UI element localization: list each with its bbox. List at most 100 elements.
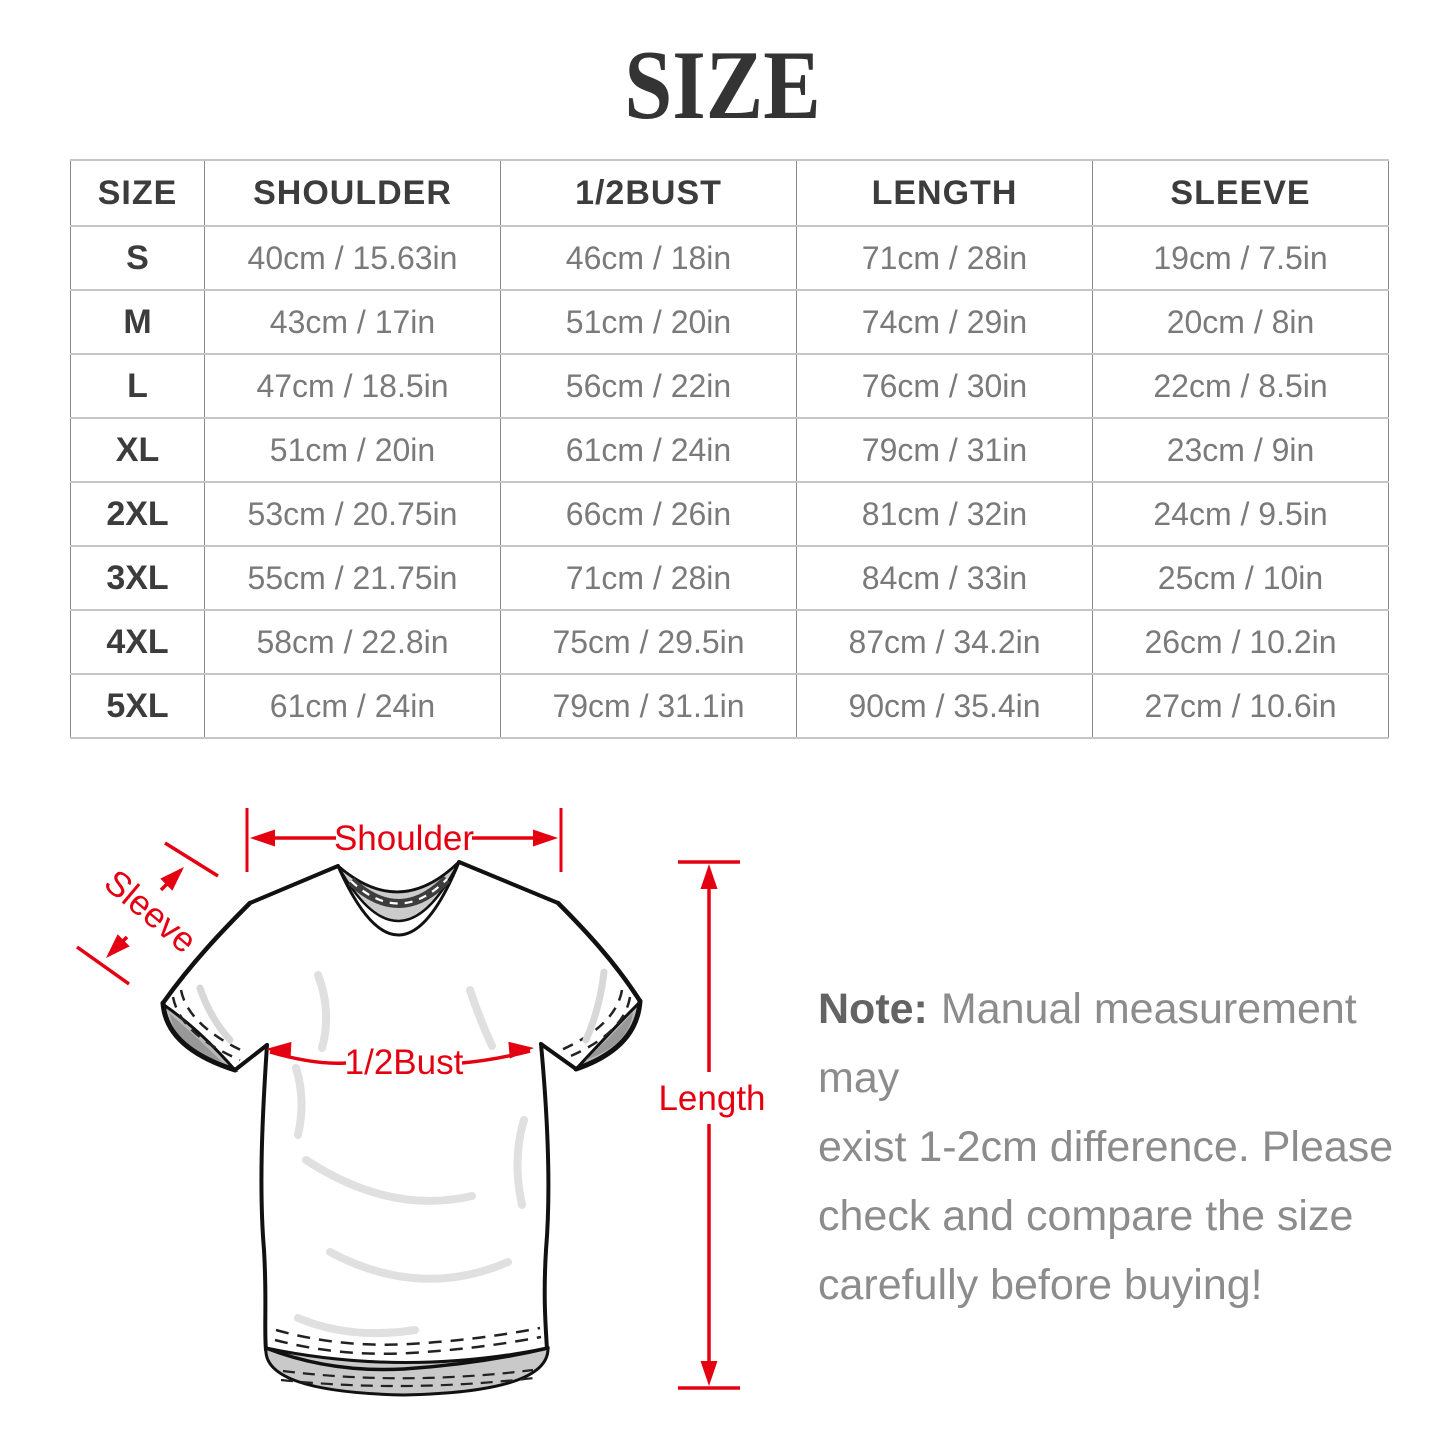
sleeve-value: 24cm / 9.5in [1092,481,1389,547]
right-shoulder-seam [457,860,560,905]
bust-value: 51cm / 20in [500,289,797,355]
size-label: 5XL [70,673,205,739]
shoulder-value: 53cm / 20.75in [204,481,501,547]
bust-value: 75cm / 29.5in [500,609,797,675]
sleeve-value: 20cm / 8in [1092,289,1389,355]
table-row: 2XL 53cm / 20.75in 66cm / 26in 81cm / 32… [70,481,1389,547]
hem-stitch [275,1326,541,1346]
col-header-shoulder: SHOULDER [204,159,501,227]
table-row: 5XL 61cm / 24in 79cm / 31.1in 90cm / 35.… [70,673,1389,739]
hem-roll-stitch [280,1376,535,1388]
length-value: 79cm / 31in [796,417,1093,483]
table-row: XL 51cm / 20in 61cm / 24in 79cm / 31in 2… [70,417,1389,483]
right-sleeve-outer [555,900,643,1004]
hem-roll-stitch [282,1368,534,1380]
hem-fold-line [264,1346,550,1372]
bust-value: 71cm / 28in [500,545,797,611]
shoulder-right-arrowhead [533,829,558,847]
body-right-edge [539,1042,551,1352]
size-table: SIZE SHOULDER 1/2BUST LENGTH SLEEVE S 40… [70,159,1389,739]
shoulder-value: 51cm / 20in [204,417,501,483]
wrinkle [466,986,496,1050]
tshirt-illustration [160,860,643,1397]
length-up-arrowhead [700,864,718,889]
shoulder-label: Shoulder [334,819,474,858]
bust-value: 66cm / 26in [500,481,797,547]
length-value: 71cm / 28in [796,225,1093,291]
sleeve-value: 19cm / 7.5in [1092,225,1389,291]
size-label: L [70,353,205,419]
table-row: M 43cm / 17in 51cm / 20in 74cm / 29in 20… [70,289,1389,355]
page-title: SIZE [624,31,821,140]
length-value: 90cm / 35.4in [796,673,1093,739]
hem-stitch [274,1335,542,1355]
shoulder-value: 43cm / 17in [204,289,501,355]
sleeve-bottom-tick [75,945,131,986]
length-annotation: Length [658,860,766,1390]
collar-back-inner [336,861,461,923]
shoulder-value: 55cm / 21.75in [204,545,501,611]
length-label: Length [658,1079,765,1118]
sleeve-value: 23cm / 9in [1092,417,1389,483]
bust-arrow-line [269,1050,347,1066]
shoulder-annotation: Shoulder [245,808,563,872]
left-shoulder-seam [248,864,340,905]
sleeve-value: 26cm / 10.2in [1092,609,1389,675]
note-line: check and compare the size [818,1192,1354,1240]
left-cuff-stitch [179,989,248,1055]
left-cuff-stitch [171,996,241,1062]
sleeve-value: 27cm / 10.6in [1092,673,1389,739]
col-header-bust: 1/2BUST [500,159,797,227]
bust-label: 1/2Bust [345,1043,464,1082]
shoulder-value: 40cm / 15.63in [204,225,501,291]
shoulder-value: 61cm / 24in [204,673,501,739]
col-header-size: SIZE [70,159,205,227]
left-cuff-edge [160,1000,238,1073]
length-value: 87cm / 34.2in [796,609,1093,675]
size-label: 4XL [70,609,205,675]
note-line: Note: Manual measurement may [818,975,1438,1113]
size-label: 3XL [70,545,205,611]
size-label: M [70,289,205,355]
table-row: L 47cm / 18.5in 56cm / 22in 76cm / 30in … [70,353,1389,419]
right-sleeve-inner [539,1042,578,1071]
shoulder-left-arrowhead [250,829,275,847]
right-cuff-stitch [565,996,632,1060]
sleeve-value: 22cm / 8.5in [1092,353,1389,419]
collar-tape-stitch [350,878,448,905]
size-label: 2XL [70,481,205,547]
wrinkle [582,968,608,1044]
left-sleeve-inner [233,1043,269,1072]
length-value: 81cm / 32in [796,481,1093,547]
wrinkle [326,1248,512,1283]
size-label: S [70,225,205,291]
table-row: 4XL 58cm / 22.8in 75cm / 29.5in 87cm / 3… [70,609,1389,675]
note-line: carefully before buying! [818,1261,1263,1309]
note-text: Manual measurement may [818,985,1357,1102]
length-value: 84cm / 33in [796,545,1093,611]
left-cuff-shadow [170,1014,222,1062]
note-prefix: Note: [818,985,928,1033]
bust-annotation: 1/2Bust [265,1039,535,1082]
right-cuff-stitch [558,989,624,1053]
size-label: XL [70,417,205,483]
bust-value: 79cm / 31.1in [500,673,797,739]
bust-value: 56cm / 22in [500,353,797,419]
table-row: 3XL 55cm / 21.75in 71cm / 28in 84cm / 33… [70,545,1389,611]
shoulder-value: 47cm / 18.5in [204,353,501,419]
length-down-arrowhead [700,1361,718,1386]
wrinkle [302,1156,476,1205]
bust-value: 46cm / 18in [500,225,797,291]
wrinkle [292,1064,306,1139]
table-header-row: SIZE SHOULDER 1/2BUST LENGTH SLEEVE [70,159,1389,227]
bust-value: 61cm / 24in [500,417,797,483]
note-line: exist 1-2cm difference. Please [818,1123,1394,1171]
body-left-edge [259,1043,269,1352]
col-header-sleeve: SLEEVE [1092,159,1389,227]
col-header-length: LENGTH [796,159,1093,227]
shoulder-value: 58cm / 22.8in [204,609,501,675]
note-block: Note: Manual measurement may exist 1-2cm … [818,975,1438,1320]
left-sleeve-outer [160,900,253,1006]
sleeve-top-tick [164,841,219,878]
